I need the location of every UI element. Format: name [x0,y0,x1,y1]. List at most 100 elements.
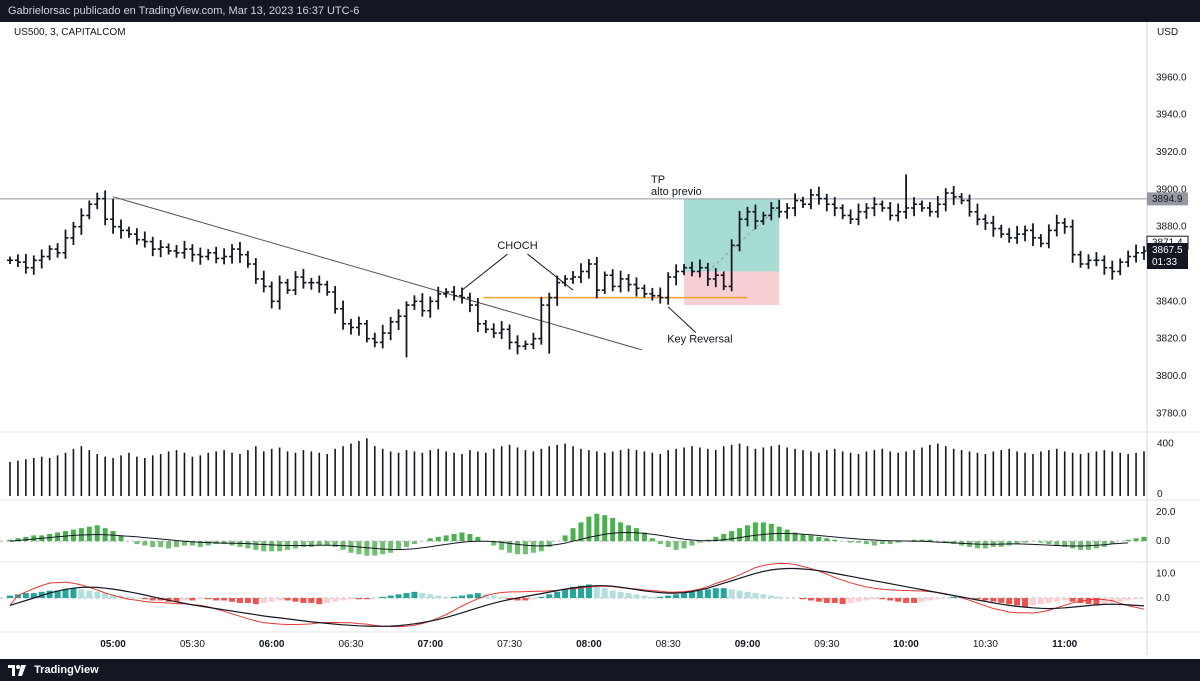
indicator1-group [0,513,1147,556]
ohlc-bar [800,196,807,208]
ohlc-bar [1006,228,1013,243]
ohlc-bar [284,278,291,294]
ohlc-bar [14,254,21,267]
ind2-hist-bar [236,598,243,603]
ind2-hist-bar [950,596,957,598]
ohlc-bar [696,259,703,278]
time-axis[interactable]: 05:00 05:30 06:00 06:30 07:00 07:30 08:00 08:30… [100,639,1077,650]
ind2-hist-bar [252,598,259,605]
ohlc-bar [498,321,505,340]
ohlc-bar [998,224,1005,238]
ohlc-bar [403,301,410,358]
ohlc-bar [340,300,347,330]
ind2-hist-bar [665,595,672,598]
ohlc-bar [419,293,426,317]
ind2-hist-bar [1117,598,1124,602]
key-reversal-arrow [667,306,697,334]
ind2-hist-bar [1133,598,1140,600]
drawing-lines[interactable] [0,196,1147,351]
ohlc-bar [617,270,624,293]
ind1-hist-bar [388,541,394,553]
ohlc-bar [332,286,339,314]
ohlc-bar [355,316,362,336]
ind1-hist-bar [863,541,869,545]
ohlc-bar [577,263,584,284]
ohlc-bar [157,240,164,258]
ind2-hist-bar [459,595,466,598]
price-tick-0: 3960.0 [1156,72,1187,83]
ind2-hist-bar [744,591,751,598]
tp-sublabel: alto previo [651,186,702,198]
ind2-hist-bar [593,585,600,598]
ind2-hist-bar [673,594,680,598]
ohlc-bar [435,286,442,310]
price-tick-2: 3920.0 [1156,147,1187,158]
ind1-hist-bar [380,541,386,555]
ind2-hist-bar [1014,598,1021,606]
ohlc-bar [990,215,997,237]
ind1-hist-bar [752,522,758,542]
time-tick-5: 07:30 [497,639,522,650]
ohlc-bar [744,206,751,227]
tradingview-logo-icon [8,664,26,676]
ind2-hist-bar [30,593,37,598]
ind1-hist-bar [657,541,663,545]
ohlc-bar [760,211,767,225]
ind2-hist-bar [522,598,529,601]
ind1-hist-bar [1046,541,1052,545]
ind1-hist-bar [578,522,584,542]
ohlc-bar [649,287,656,301]
ind1-hist-bar [356,541,362,555]
ohlc-bar [260,270,267,293]
price-tick-6: 3840.0 [1156,296,1187,307]
ind2-hist-bar [831,598,838,603]
ohlc-bar [688,261,695,277]
ohlc-bar [712,268,719,288]
ind2-hist-bar [585,584,592,598]
ind1-hist-bar [673,541,679,550]
ind2-hist-bar [94,591,101,598]
ohlc-bar [815,186,822,205]
ind2-hist-bar [125,596,132,598]
ind1-hist-bar [189,541,195,546]
ohlc-bar [1085,254,1092,269]
ind1-hist-bar [292,541,298,549]
ind1-hist-bar [174,541,180,547]
ohlc-bar [316,275,323,293]
ohlc-bar [823,193,830,212]
ind2-hist-bar [934,598,941,600]
price-tick-8: 3800.0 [1156,371,1187,382]
ind2-hist-bar [482,594,489,598]
time-tick-9: 09:30 [814,639,839,650]
ohlc-bar [807,188,814,210]
ind2-macd-line [9,567,1145,627]
ind2-hist-bar [54,590,61,598]
trend-line[interactable] [112,196,642,351]
ohlc-bar [1117,258,1124,276]
ind1-hist-bar [515,541,521,555]
ind1-hist-bar [530,541,536,553]
ind2-hist-bar [506,598,513,600]
ind2-hist-bar [879,598,886,600]
ind2-hist-bar [181,598,188,601]
ind2-hist-bar [1069,598,1076,602]
price-axis[interactable]: USD3960.03940.03920.03900.03880.03860.03… [1146,22,1189,604]
time-tick-3: 06:30 [338,639,363,650]
ohlc-bar [363,320,370,343]
ind2-hist-bar [308,598,315,603]
ohlc-bar [831,197,838,217]
choch-label: CHOCH [497,240,537,252]
ohlc-bar [982,214,989,231]
ohlc-bar [102,190,109,226]
ind2-hist-bar [118,595,125,598]
ind2-hist-bar [657,596,664,598]
ind1-hist-bar [895,541,901,543]
ind1-hist-bar [300,541,306,547]
ind1-hist-bar [665,541,671,547]
ind1-hist-bar [1101,541,1107,547]
ind2-hist-bar [514,598,521,601]
ohlc-bar [918,200,925,212]
ind2-hist-bar [720,588,727,598]
